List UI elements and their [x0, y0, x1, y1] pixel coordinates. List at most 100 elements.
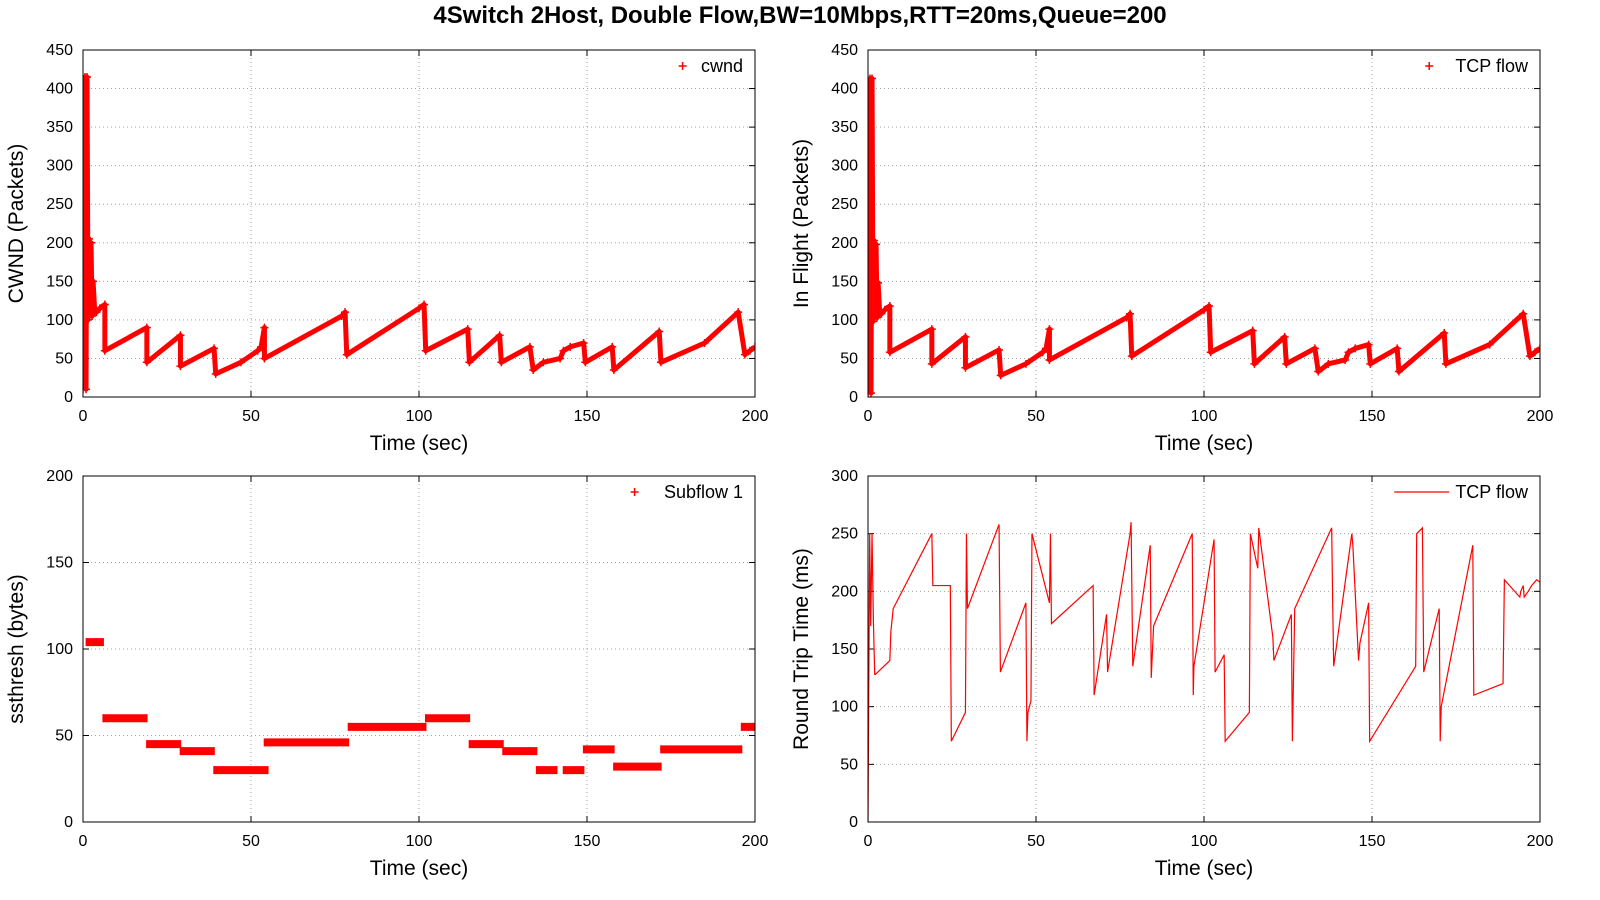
x-tick-label: 150 — [574, 408, 601, 425]
data-point — [1021, 359, 1030, 368]
x-tick-label: 200 — [742, 833, 769, 850]
x-axis-label: Time (sec) — [1155, 857, 1253, 880]
data-point — [1536, 344, 1540, 353]
y-tick-label: 0 — [849, 814, 858, 831]
data-point — [95, 304, 104, 313]
x-tick-label: 150 — [574, 833, 601, 850]
data-point — [420, 300, 429, 309]
y-tick-label: 200 — [46, 468, 73, 485]
data-point — [579, 339, 588, 348]
y-axis-label: CWND (Packets) — [5, 144, 28, 304]
legend-marker — [1425, 62, 1434, 70]
data-point — [89, 277, 98, 286]
y-tick-label: 100 — [46, 312, 73, 329]
data-point — [1485, 340, 1494, 349]
data-point — [880, 305, 889, 314]
y-tick-label: 250 — [46, 196, 73, 213]
data-point — [1314, 367, 1323, 376]
y-axis-label: In Flight (Packets) — [790, 139, 813, 308]
data-point — [1351, 344, 1360, 353]
y-axis-label: Round Trip Time (ms) — [790, 548, 813, 750]
data-point — [463, 325, 472, 334]
legend-label: TCP flow — [1455, 56, 1529, 76]
x-tick-label: 50 — [242, 833, 260, 850]
data-point — [1045, 325, 1054, 334]
x-tick-label: 0 — [79, 408, 88, 425]
data-point — [100, 300, 109, 309]
data-point — [1200, 305, 1208, 314]
data-point — [1440, 328, 1449, 337]
x-tick-label: 200 — [742, 408, 769, 425]
x-tick-label: 0 — [864, 408, 873, 425]
y-tick-label: 250 — [831, 526, 858, 543]
figure-title: 4Switch 2Host, Double Flow,BW=10Mbps,RTT… — [433, 2, 1167, 29]
y-tick-label: 0 — [64, 389, 73, 406]
legend-marker — [630, 488, 639, 496]
plot-frame — [867, 49, 1541, 398]
series-trace — [83, 74, 755, 392]
data-point — [608, 342, 617, 351]
y-tick-label: 100 — [831, 699, 858, 716]
plot-frame — [82, 49, 756, 398]
data-point — [529, 366, 538, 375]
data-point — [1393, 344, 1402, 353]
y-tick-label: 0 — [64, 814, 73, 831]
y-tick-label: 150 — [46, 273, 73, 290]
series-line — [868, 522, 1540, 822]
data-point — [87, 238, 96, 247]
data-point — [1127, 352, 1136, 361]
y-tick-label: 450 — [46, 42, 73, 59]
data-point — [656, 358, 665, 367]
plot-frame — [867, 475, 1541, 823]
data-point — [236, 358, 245, 367]
data-point — [83, 72, 92, 81]
data-point — [211, 369, 220, 378]
data-point — [341, 308, 350, 317]
y-tick-label: 0 — [849, 389, 858, 406]
y-tick-label: 200 — [831, 235, 858, 252]
data-point — [100, 346, 109, 355]
y-tick-label: 150 — [831, 273, 858, 290]
data-point — [210, 344, 219, 353]
data-point — [1248, 326, 1257, 335]
y-tick-label: 50 — [55, 728, 73, 745]
x-axis-label: Time (sec) — [370, 432, 468, 455]
data-point — [996, 371, 1005, 380]
x-tick-label: 100 — [406, 833, 433, 850]
data-point — [927, 359, 936, 368]
data-point — [1310, 344, 1319, 353]
data-point — [885, 302, 894, 311]
data-point — [581, 358, 590, 367]
y-tick-label: 400 — [831, 81, 858, 98]
x-tick-label: 100 — [1191, 833, 1218, 850]
data-point — [142, 323, 151, 332]
data-point — [1126, 309, 1135, 318]
data-point — [885, 348, 894, 357]
legend-label: TCP flow — [1455, 482, 1529, 502]
x-tick-label: 100 — [1191, 408, 1218, 425]
data-point — [525, 342, 534, 351]
series-rtt — [868, 522, 1540, 822]
series-inflight — [868, 74, 1540, 397]
data-point — [1344, 348, 1353, 357]
y-tick-label: 400 — [46, 81, 73, 98]
data-point — [260, 354, 269, 363]
x-tick-label: 150 — [1359, 833, 1386, 850]
data-point — [1250, 359, 1259, 368]
data-point — [260, 323, 269, 332]
data-point — [176, 331, 185, 340]
x-axis-label: Time (sec) — [1155, 432, 1253, 455]
data-point — [655, 327, 664, 336]
data-point — [1364, 340, 1373, 349]
series-ssthresh — [85, 638, 755, 775]
y-tick-label: 50 — [55, 350, 73, 367]
data-point — [740, 350, 749, 359]
y-tick-label: 200 — [831, 583, 858, 600]
x-tick-label: 50 — [1027, 833, 1045, 850]
data-point — [83, 146, 89, 155]
data-point — [1280, 332, 1289, 341]
data-point — [1205, 302, 1214, 311]
data-point — [874, 278, 883, 287]
legend-label: cwnd — [701, 56, 743, 76]
data-point — [1341, 355, 1350, 364]
